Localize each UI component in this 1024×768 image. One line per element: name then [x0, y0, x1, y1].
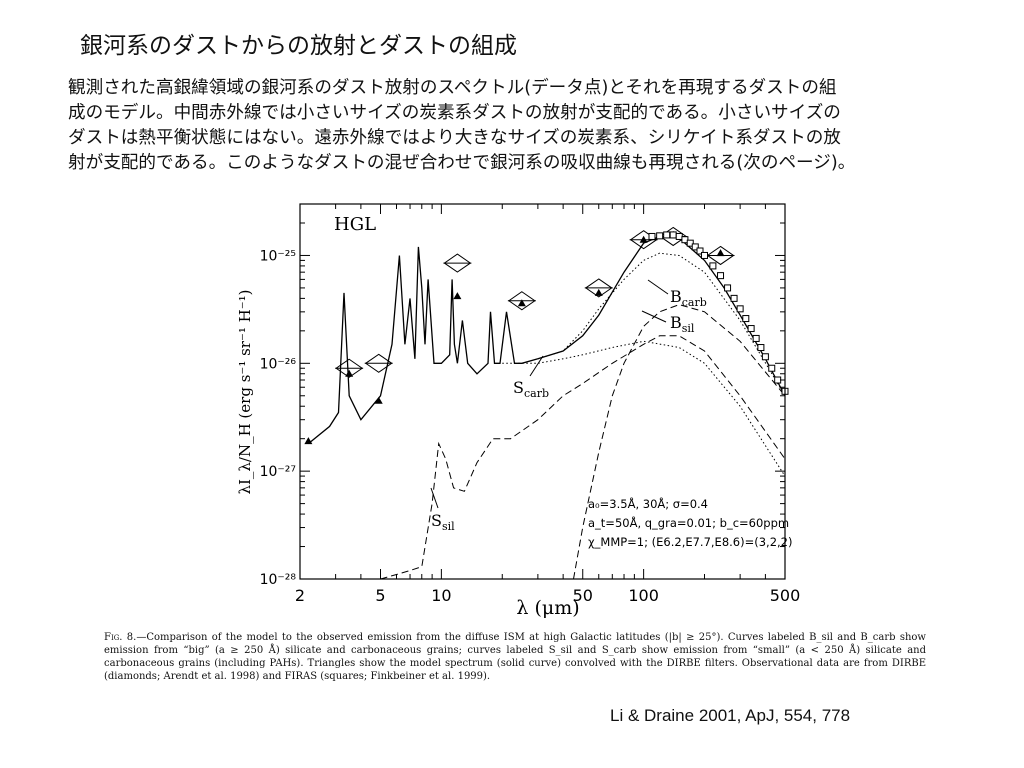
y-tick-label: 10⁻²⁷ — [260, 464, 296, 480]
firas-square — [736, 305, 744, 313]
arrow-b-carb — [647, 279, 669, 295]
slide-title: 銀河系のダストからの放射とダストの組成 — [80, 33, 517, 59]
sed-figure: 2 5 10 50 100 500 10⁻²⁸ 10⁻²⁷ 10⁻²⁶ 10⁻²⁵ HGL λ (… — [230, 196, 810, 626]
dirbe-diamond — [507, 291, 536, 311]
x-tick-label: 5 — [375, 586, 385, 605]
firas-square — [648, 232, 656, 240]
dirbe-diamond — [706, 245, 735, 266]
x-tick-label: 500 — [770, 586, 801, 605]
firas-square — [701, 251, 709, 259]
x-tick-label: 2 — [295, 586, 305, 605]
x-axis-label: λ (μm) — [516, 597, 579, 619]
annotation-b-carb: Bcarb — [670, 287, 707, 309]
model-triangle — [453, 292, 462, 300]
firas-square — [747, 325, 755, 333]
y-axis-label: λI_λ/N_H (erg s⁻¹ sr⁻¹ H⁻¹) — [236, 289, 254, 494]
series-b-carb — [537, 252, 786, 397]
model-triangle — [517, 299, 526, 307]
y-tick-label: 10⁻²⁶ — [260, 356, 297, 372]
firas-square — [742, 315, 750, 323]
x-tick-label: 50 — [573, 586, 593, 605]
firas-square — [669, 231, 677, 239]
annotation-s-carb: Scarb — [513, 378, 549, 400]
firas-square — [730, 294, 738, 302]
firas-square — [768, 364, 776, 372]
caption-figno: Fig. 8. — [104, 632, 137, 643]
body-line: 成のモデル。中間赤外線では小さいサイズの炭素系ダストの放射が支配的である。小さい… — [68, 103, 841, 123]
arrow-s-sil — [430, 487, 439, 509]
firas-square — [761, 353, 769, 361]
arrow-s-carb — [529, 355, 544, 377]
plot-frame — [299, 203, 786, 580]
citation: Li & Draine 2001, ApJ, 554, 778 — [610, 706, 851, 725]
model-triangle — [374, 396, 383, 404]
dirbe-diamond — [335, 358, 364, 378]
model-parameters: a₀=3.5Å, 30Å; σ=0.4 a_t=50Å, q_gra=0.01;… — [588, 496, 792, 549]
firas-square — [691, 243, 699, 251]
panel-label: HGL — [334, 214, 376, 235]
param-line: a_t=50Å, q_gra=0.01; b_c=60ppm — [588, 515, 789, 530]
firas-square — [724, 284, 732, 292]
x-tick-label: 100 — [628, 586, 659, 605]
series-total — [307, 235, 786, 445]
param-line: a₀=3.5Å, 30Å; σ=0.4 — [588, 496, 708, 511]
firas-square — [675, 232, 683, 240]
firas-square — [774, 376, 782, 384]
sed-chart: 2 5 10 50 100 500 10⁻²⁸ 10⁻²⁷ 10⁻²⁶ 10⁻²⁵ HGL λ (… — [236, 203, 801, 619]
dirbe-diamond — [443, 253, 472, 273]
firas-square — [709, 262, 717, 270]
dirbe-diamond — [584, 278, 613, 298]
annotation-b-sil: Bsil — [670, 313, 695, 335]
firas-square — [696, 247, 704, 255]
slide-body: 観測された高銀緯領域の銀河系のダスト放射のスペクトル(データ点)とそれを再現する… — [68, 76, 968, 176]
body-line: 射が支配的である。このようなダストの混ぜ合わせで銀河系の吸収曲線も再現される(次… — [68, 153, 856, 173]
model-triangle — [304, 437, 313, 445]
model-triangle — [639, 235, 648, 243]
firas-square — [717, 272, 725, 280]
annotation-s-sil: Ssil — [431, 511, 455, 533]
arrow-b-sil — [641, 310, 667, 323]
y-tick-label: 10⁻²⁵ — [260, 248, 296, 264]
body-line: 観測された高銀緯領域の銀河系のダスト放射のスペクトル(データ点)とそれを再現する… — [68, 78, 837, 98]
model-triangle — [594, 288, 603, 296]
model-triangle — [345, 369, 354, 377]
caption-text: —Comparison of the model to the observed… — [104, 632, 926, 682]
firas-square — [663, 231, 671, 239]
dirbe-diamond — [364, 353, 393, 373]
y-tick-label: 10⁻²⁸ — [260, 572, 297, 588]
model-triangle — [716, 249, 725, 257]
firas-square — [752, 334, 760, 342]
series-s-carb — [502, 340, 786, 477]
firas-square — [686, 239, 694, 247]
firas-square — [757, 344, 765, 352]
param-line: χ_MMP=1; (E6.2,E7.7,E8.6)=(3,2,2) — [588, 535, 792, 549]
body-line: ダストは熱平衡状態にはない。遠赤外線ではより大きなサイズの炭素系、シリケイト系ダ… — [68, 128, 841, 148]
series-b-sil — [573, 304, 786, 580]
firas-square — [656, 232, 664, 240]
x-tick-label: 10 — [431, 586, 451, 605]
figure-caption: Fig. 8.—Comparison of the model to the o… — [104, 631, 926, 683]
